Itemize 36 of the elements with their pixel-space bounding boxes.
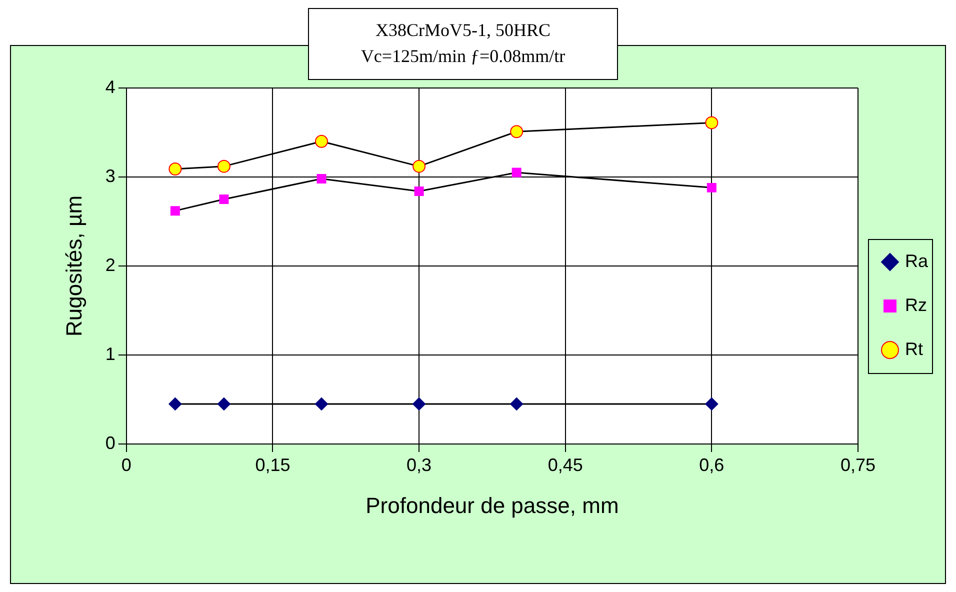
point <box>705 116 718 130</box>
point <box>217 160 230 173</box>
legend-label: Rt <box>904 338 923 359</box>
legend-label: Rz <box>904 294 927 315</box>
x-tick-label: 0,75 <box>840 454 876 475</box>
point <box>512 168 522 178</box>
x-axis-title: Profondeur de passe, mm <box>366 492 619 518</box>
y-tick-label: 2 <box>105 254 116 275</box>
point <box>217 397 230 410</box>
y-tick-label: 3 <box>105 166 116 186</box>
x-tick-label: 0,15 <box>255 454 290 475</box>
x-tick-label: 0 <box>121 454 132 475</box>
point <box>414 186 424 196</box>
chart-subtitle: Vc=125m/min ƒ=0.08mm/tr <box>360 45 566 68</box>
point <box>412 397 426 410</box>
point <box>706 182 716 192</box>
y-tick-label: 1 <box>105 344 116 364</box>
point <box>510 397 524 410</box>
point <box>168 397 182 410</box>
x-tick-label: 0,45 <box>548 454 583 475</box>
x-tick-label: 0,6 <box>699 454 724 475</box>
y-tick-label: 0 <box>105 432 116 453</box>
point <box>170 206 180 216</box>
point <box>315 134 328 148</box>
chart-title: X38CrMoV5-1, 50HRC <box>374 19 552 42</box>
x-tick-label: 0,3 <box>406 454 432 475</box>
point <box>315 397 328 410</box>
y-tick-label: 4 <box>105 76 116 97</box>
point <box>510 125 524 138</box>
y-axis-title: Rugosités, µm <box>61 195 86 337</box>
point <box>316 174 326 184</box>
point <box>168 162 182 176</box>
point <box>412 160 426 173</box>
point <box>705 397 718 410</box>
point <box>219 194 229 204</box>
legend-label: Ra <box>904 250 929 271</box>
